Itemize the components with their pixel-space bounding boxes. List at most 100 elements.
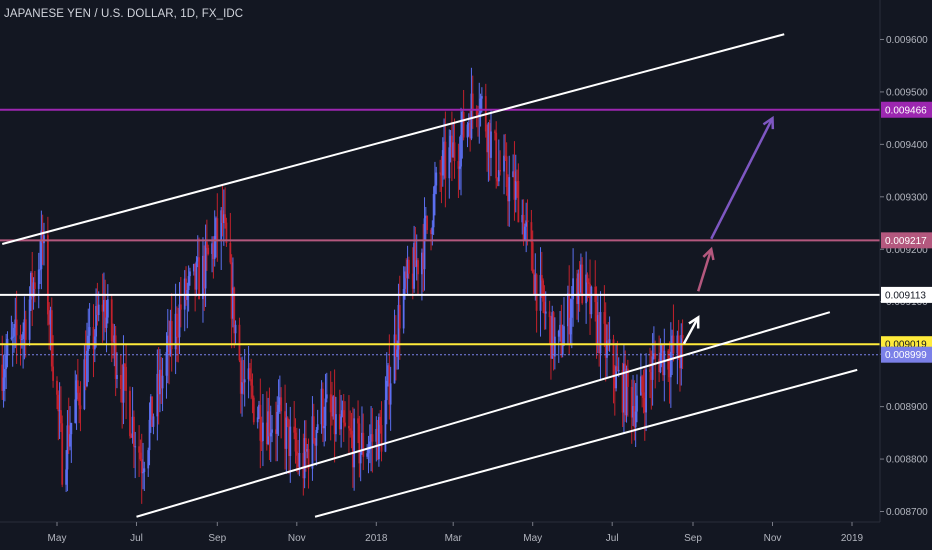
candle-body bbox=[406, 259, 409, 279]
candle-body bbox=[557, 330, 560, 337]
candle-body bbox=[43, 235, 45, 244]
candle-body bbox=[402, 288, 405, 329]
candle-body bbox=[33, 282, 36, 289]
candle-body bbox=[660, 345, 663, 353]
candle-body bbox=[250, 379, 253, 386]
candle-body bbox=[397, 305, 400, 350]
candle-body bbox=[169, 321, 172, 355]
candle-body bbox=[362, 432, 365, 457]
candle-body bbox=[441, 150, 444, 176]
candle-body bbox=[589, 283, 591, 315]
candle-body bbox=[277, 404, 280, 412]
candle-body bbox=[156, 373, 159, 417]
candle-body bbox=[306, 449, 309, 452]
candle-body bbox=[75, 380, 78, 400]
candle-body bbox=[280, 397, 283, 412]
candle-body bbox=[222, 214, 225, 223]
candle-body bbox=[599, 312, 602, 354]
x-tick-label: Nov bbox=[764, 533, 782, 544]
candle-body bbox=[66, 425, 69, 470]
candle-body bbox=[560, 324, 563, 355]
candle-body bbox=[262, 422, 264, 441]
candle-body bbox=[572, 278, 574, 300]
candle-body bbox=[225, 222, 228, 243]
y-tick-label: 0.009500 bbox=[886, 87, 928, 98]
candle-body bbox=[324, 398, 327, 426]
candle-body bbox=[553, 336, 556, 357]
candle-body bbox=[333, 396, 336, 435]
candle-body bbox=[471, 93, 474, 109]
candle-body bbox=[192, 263, 195, 272]
candle-body bbox=[514, 180, 517, 200]
candle-body bbox=[630, 386, 633, 418]
candle-body bbox=[259, 404, 262, 441]
candle-body bbox=[243, 379, 246, 383]
x-tick-label: Sep bbox=[684, 533, 702, 544]
candle-body bbox=[462, 111, 465, 138]
candle-body bbox=[517, 180, 520, 223]
candle-body bbox=[434, 185, 436, 194]
level-badge bbox=[881, 286, 932, 303]
candle-body bbox=[202, 255, 204, 300]
candle-body bbox=[550, 317, 552, 359]
candle-body bbox=[587, 282, 590, 284]
candle-body bbox=[119, 374, 122, 390]
candle-body bbox=[435, 172, 438, 186]
candle-body bbox=[39, 269, 41, 271]
x-tick-label: Nov bbox=[288, 533, 306, 544]
candle-body bbox=[56, 380, 58, 395]
arrow-head bbox=[762, 115, 775, 130]
candle-body bbox=[626, 368, 629, 387]
candle-body bbox=[431, 227, 434, 235]
arrow-head bbox=[702, 246, 715, 261]
candle-body bbox=[680, 335, 683, 369]
candle-body bbox=[3, 369, 6, 378]
candle-body bbox=[13, 327, 15, 337]
candle-body bbox=[151, 396, 154, 427]
candle-body bbox=[258, 404, 260, 418]
candle-body bbox=[595, 302, 598, 345]
candle-body bbox=[83, 359, 86, 410]
candle-body bbox=[220, 210, 223, 242]
candle-body bbox=[60, 410, 62, 424]
candle-body bbox=[329, 394, 332, 413]
candle-body bbox=[633, 406, 636, 428]
x-tick-label: Jul bbox=[130, 533, 143, 544]
candle-body bbox=[22, 331, 25, 340]
candle-body bbox=[205, 241, 208, 248]
candle-body bbox=[139, 452, 142, 460]
candle-body bbox=[122, 363, 125, 403]
candle-body bbox=[58, 410, 61, 412]
candle-body bbox=[530, 222, 533, 243]
candle-body bbox=[305, 438, 307, 452]
candle-body bbox=[494, 131, 496, 133]
candle-body bbox=[608, 339, 611, 346]
candle-body bbox=[260, 440, 263, 442]
candle-body bbox=[230, 262, 233, 319]
candle-body bbox=[46, 235, 49, 315]
arrow-shaft bbox=[710, 117, 774, 240]
candle-body bbox=[121, 389, 124, 403]
candle-body bbox=[596, 315, 599, 345]
candle-body bbox=[114, 335, 117, 380]
candle-body bbox=[617, 369, 620, 372]
candle-body bbox=[37, 269, 40, 289]
candle-body bbox=[251, 385, 254, 398]
candle-body bbox=[613, 376, 616, 389]
candle-body bbox=[606, 340, 608, 358]
candle-body bbox=[516, 180, 518, 182]
candle-body bbox=[74, 399, 77, 423]
candle-body bbox=[2, 377, 5, 391]
candle-body bbox=[590, 286, 593, 315]
candle-body bbox=[407, 259, 410, 274]
candle-body bbox=[577, 273, 580, 304]
candle-body bbox=[371, 434, 374, 442]
candle-body bbox=[466, 124, 469, 138]
level-badge-label: 0.009466 bbox=[885, 105, 927, 116]
level-badge-label: 0.009019 bbox=[885, 340, 927, 351]
candle-body bbox=[67, 425, 70, 447]
trendline bbox=[136, 311, 831, 518]
candle-body bbox=[367, 449, 370, 454]
candle-body bbox=[96, 306, 99, 316]
